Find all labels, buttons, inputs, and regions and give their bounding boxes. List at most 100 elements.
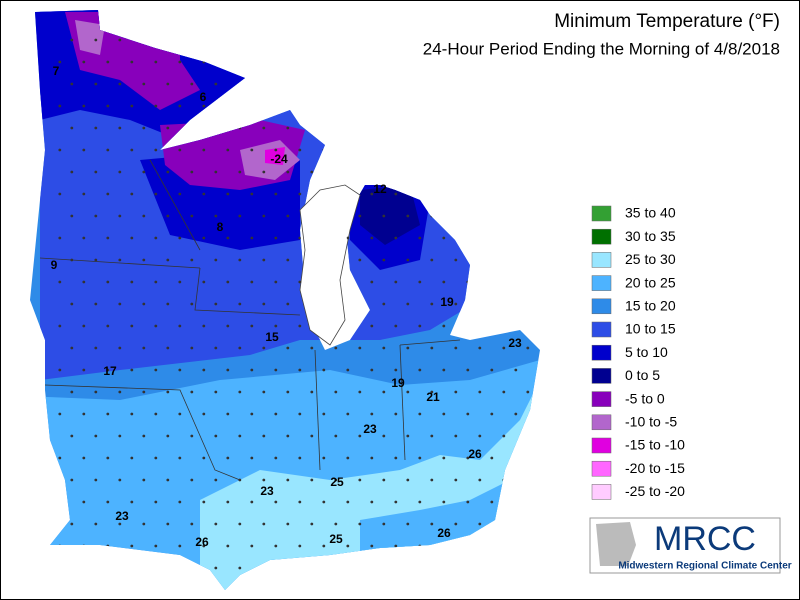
station-dot [70,126,74,130]
station-dot [82,456,86,460]
station-dot [166,258,170,262]
logo-caption: Midwestern Regional Climate Center [618,561,791,572]
station-dot [166,522,170,526]
station-dot [202,324,206,328]
border [314,349,321,471]
station-dot [478,390,482,394]
station-dot [466,368,470,372]
station-dot [274,324,278,328]
station-dot [346,500,350,504]
station-dot [154,148,158,152]
station-dot [418,324,422,328]
station-dot [394,368,398,372]
station-dot [178,368,182,372]
station-dot [382,258,386,262]
station-dot [94,302,98,306]
station-dot [166,478,170,482]
station-dot [70,38,74,42]
station-dot [154,368,158,372]
station-dot [454,478,458,482]
station-dot [94,82,98,86]
station-dot [178,148,182,152]
station-dot [442,368,446,372]
station-dot [214,566,218,570]
station-dot [82,412,86,416]
border [149,159,201,251]
station-dot [274,192,278,196]
station-dot [70,346,74,350]
station-dot [430,302,434,306]
station-dot [370,544,374,548]
station-dot [130,544,134,548]
station-dot [70,302,74,306]
station-dot [430,390,434,394]
station-dot [142,214,146,218]
station-dot [406,390,410,394]
station-dot [430,258,434,262]
station-value: 23 [508,336,522,350]
station-dot [166,390,170,394]
station-dot [454,434,458,438]
station-dot [370,236,374,240]
station-value: 25 [329,532,343,546]
temperature-zone [75,20,105,55]
station-dot [178,104,182,108]
station-dot [334,434,338,438]
station-dot [358,434,362,438]
station-dot [298,368,302,372]
station-dot [298,280,302,284]
station-dot [478,478,482,482]
station-dot [262,478,266,482]
station-dot [142,170,146,174]
station-dot [130,104,134,108]
station-dot [178,236,182,240]
station-dot [238,302,242,306]
station-dot [454,390,458,394]
station-dot [190,170,194,174]
station-dot [70,522,74,526]
station-dot [118,82,122,86]
station-dot [442,456,446,460]
station-dot [238,390,242,394]
station-dot [250,544,254,548]
station-dot [286,390,290,394]
station-dot [274,368,278,372]
legend-swatch [591,391,612,407]
station-dot [214,258,218,262]
station-dot [190,478,194,482]
station-dot [142,346,146,350]
station-dot [226,324,230,328]
station-dot [202,368,206,372]
station-dot [262,346,266,350]
station-dot [490,456,494,460]
station-dot [298,456,302,460]
station-dot [406,522,410,526]
station-dot [70,478,74,482]
station-dot [130,456,134,460]
station-dot [58,236,62,240]
border [39,257,201,269]
station-dot [442,324,446,328]
station-dot [178,280,182,284]
station-dot [298,500,302,504]
station-dot [262,390,266,394]
station-dot [466,500,470,504]
station-value: 7 [53,64,60,78]
station-value: 26 [468,447,482,461]
station-dot [226,192,230,196]
station-dot [214,434,218,438]
station-dot [382,302,386,306]
legend-swatch [591,321,612,338]
station-dot [118,346,122,350]
station-dot [202,104,206,108]
station-dot [190,258,194,262]
border [399,344,406,461]
station-dot [130,280,134,284]
station-dot [130,192,134,196]
station-dot [358,214,362,218]
station-dot [394,236,398,240]
logo-map-icon [596,522,636,566]
station-dot [82,236,86,240]
station-dot [190,346,194,350]
station-value: 19 [391,376,405,390]
